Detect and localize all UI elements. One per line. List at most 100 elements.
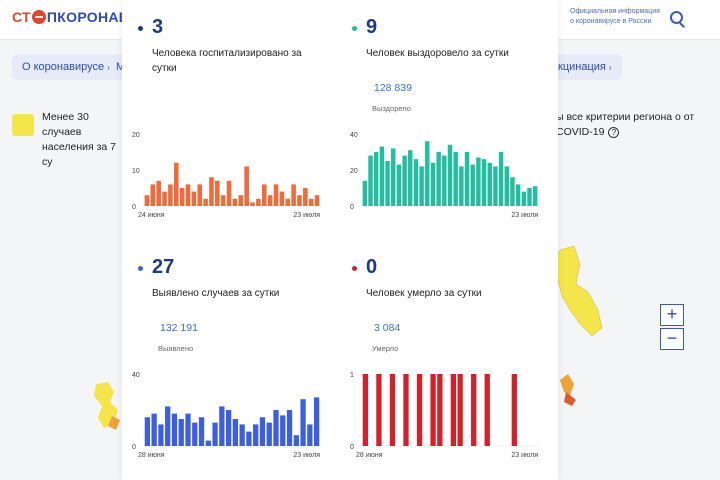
bar-deaths-6[interactable]	[403, 374, 409, 446]
bar-hospitalized-5[interactable]	[173, 162, 179, 206]
bar-recovered-25[interactable]	[504, 166, 509, 206]
bar-cases-2[interactable]	[158, 424, 164, 446]
bar-recovered-19[interactable]	[470, 164, 475, 206]
bar-recovered-10[interactable]	[419, 166, 424, 206]
bar-deaths-18[interactable]	[484, 374, 490, 446]
bar-cases-18[interactable]	[266, 422, 272, 446]
bar-hospitalized-11[interactable]	[209, 177, 214, 206]
deaths-total[interactable]: 3 084	[374, 322, 401, 334]
bar-recovered-7[interactable]	[402, 155, 407, 206]
bar-deaths-11[interactable]	[437, 374, 443, 446]
zoom-in-button[interactable]: +	[660, 304, 684, 326]
bar-deaths-14[interactable]	[457, 374, 463, 446]
bar-recovered-22[interactable]	[487, 162, 492, 206]
bar-hospitalized-19[interactable]	[256, 198, 261, 206]
bar-cases-16[interactable]	[253, 424, 259, 446]
bar-cases-23[interactable]	[300, 399, 306, 446]
bar-cases-13[interactable]	[232, 419, 239, 446]
recovered-total[interactable]: 128 839	[374, 82, 412, 94]
bar-recovered-16[interactable]	[453, 152, 458, 206]
bar-cases-19[interactable]	[273, 410, 279, 446]
bar-hospitalized-8[interactable]	[191, 191, 197, 206]
bar-hospitalized-25[interactable]	[291, 184, 296, 206]
bar-cases-24[interactable]	[307, 424, 313, 446]
map-region-east[interactable]	[540, 240, 610, 420]
bar-hospitalized-16[interactable]	[238, 195, 244, 206]
search-icon[interactable]	[666, 8, 688, 30]
bar-recovered-30[interactable]	[532, 186, 538, 206]
bar-cases-12[interactable]	[225, 410, 232, 446]
bar-recovered-28[interactable]	[521, 191, 527, 206]
bar-hospitalized-3[interactable]	[162, 191, 167, 206]
bar-recovered-14[interactable]	[442, 155, 447, 206]
bar-cases-8[interactable]	[198, 417, 205, 446]
bar-recovered-29[interactable]	[527, 188, 532, 206]
bar-cases-1[interactable]	[151, 413, 157, 446]
bar-deaths-13[interactable]	[450, 374, 457, 446]
bar-cases-20[interactable]	[280, 415, 286, 446]
bar-hospitalized-18[interactable]	[250, 202, 255, 206]
bar-hospitalized-23[interactable]	[279, 191, 285, 206]
bar-cases-9[interactable]	[205, 440, 211, 446]
bar-cases-4[interactable]	[171, 413, 178, 446]
bar-recovered-5[interactable]	[391, 148, 396, 206]
bar-deaths-8[interactable]	[416, 374, 423, 446]
bar-recovered-13[interactable]	[436, 152, 441, 206]
bar-hospitalized-7[interactable]	[185, 184, 191, 206]
bar-cases-25[interactable]	[313, 397, 320, 446]
site-logo[interactable]: СТ ПКОРОНАВИ	[12, 9, 140, 25]
bar-recovered-17[interactable]	[459, 166, 464, 206]
bar-hospitalized-27[interactable]	[303, 188, 308, 206]
nav-pill-about[interactable]: О коронавирусе ›	[12, 54, 120, 80]
bar-deaths-0[interactable]	[362, 374, 369, 446]
bar-cases-11[interactable]	[219, 406, 225, 446]
bar-hospitalized-15[interactable]	[232, 198, 238, 206]
bar-deaths-4[interactable]	[389, 374, 396, 446]
bar-recovered-4[interactable]	[385, 161, 390, 206]
map-region-west[interactable]	[92, 380, 124, 440]
bar-recovered-23[interactable]	[493, 166, 498, 206]
bar-hospitalized-24[interactable]	[285, 198, 291, 206]
bar-cases-22[interactable]	[293, 435, 299, 446]
bar-hospitalized-2[interactable]	[156, 180, 161, 206]
bar-hospitalized-17[interactable]	[244, 166, 249, 206]
bar-hospitalized-9[interactable]	[197, 184, 203, 206]
bar-deaths-22[interactable]	[511, 374, 517, 446]
bar-cases-10[interactable]	[212, 422, 218, 446]
bar-hospitalized-12[interactable]	[215, 180, 220, 206]
bar-hospitalized-29[interactable]	[314, 195, 320, 206]
bar-cases-17[interactable]	[259, 417, 266, 446]
bar-deaths-16[interactable]	[471, 374, 477, 446]
bar-hospitalized-21[interactable]	[267, 195, 273, 206]
bar-recovered-0[interactable]	[362, 180, 368, 206]
bar-hospitalized-0[interactable]	[144, 195, 150, 206]
bar-recovered-24[interactable]	[498, 152, 504, 206]
info-icon[interactable]: ?	[608, 127, 620, 138]
bar-recovered-2[interactable]	[373, 152, 379, 206]
bar-recovered-21[interactable]	[481, 159, 487, 206]
bar-deaths-2[interactable]	[376, 374, 382, 446]
bar-recovered-8[interactable]	[408, 150, 413, 206]
bar-hospitalized-22[interactable]	[273, 184, 279, 206]
bar-cases-3[interactable]	[165, 406, 171, 446]
nav-pill-vaccination[interactable]: кцинация ›	[548, 54, 622, 80]
bar-hospitalized-26[interactable]	[297, 195, 302, 206]
bar-recovered-20[interactable]	[476, 157, 481, 206]
bar-cases-7[interactable]	[192, 422, 198, 446]
bar-recovered-1[interactable]	[368, 155, 373, 206]
bar-cases-14[interactable]	[239, 424, 245, 446]
bar-recovered-6[interactable]	[396, 164, 402, 206]
cases-total[interactable]: 132 191	[160, 322, 198, 334]
bar-cases-0[interactable]	[144, 417, 151, 446]
bar-cases-5[interactable]	[178, 419, 184, 446]
bar-recovered-27[interactable]	[515, 184, 521, 206]
bar-recovered-26[interactable]	[510, 177, 515, 206]
bar-recovered-12[interactable]	[430, 162, 436, 206]
bar-hospitalized-4[interactable]	[168, 184, 173, 206]
bar-hospitalized-20[interactable]	[261, 184, 267, 206]
bar-hospitalized-28[interactable]	[308, 198, 314, 206]
bar-hospitalized-14[interactable]	[226, 180, 232, 206]
bar-recovered-9[interactable]	[413, 159, 419, 206]
bar-cases-21[interactable]	[286, 410, 293, 446]
bar-hospitalized-1[interactable]	[150, 184, 156, 206]
